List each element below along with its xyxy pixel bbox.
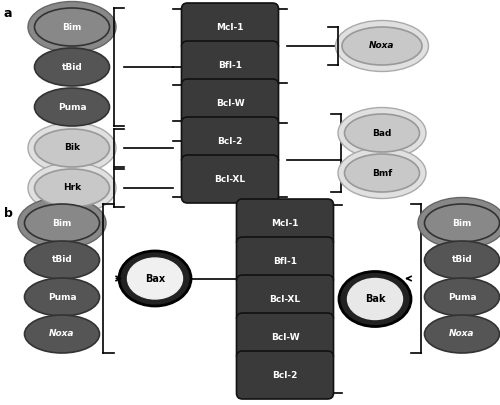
Text: a: a [4, 7, 12, 20]
Text: Bcl-W: Bcl-W [216, 98, 244, 107]
Ellipse shape [424, 278, 500, 316]
Ellipse shape [339, 271, 411, 326]
Ellipse shape [34, 48, 110, 86]
Text: Noxa: Noxa [369, 41, 395, 51]
Text: Bad: Bad [372, 128, 392, 138]
Ellipse shape [342, 27, 422, 65]
Ellipse shape [418, 198, 500, 249]
Ellipse shape [338, 107, 426, 158]
FancyBboxPatch shape [182, 155, 278, 203]
FancyBboxPatch shape [182, 41, 278, 89]
Text: Noxa: Noxa [449, 330, 475, 339]
Text: Bcl-XL: Bcl-XL [214, 175, 246, 183]
Ellipse shape [24, 315, 100, 353]
Ellipse shape [28, 162, 116, 213]
Ellipse shape [28, 2, 116, 53]
Text: Bfl-1: Bfl-1 [273, 256, 297, 266]
Text: Puma: Puma [448, 292, 476, 301]
Text: Bfl-1: Bfl-1 [218, 60, 242, 70]
Ellipse shape [344, 114, 420, 152]
Text: Bcl-XL: Bcl-XL [270, 294, 300, 303]
FancyBboxPatch shape [182, 117, 278, 165]
Ellipse shape [24, 204, 100, 242]
Ellipse shape [119, 251, 191, 306]
FancyBboxPatch shape [182, 79, 278, 127]
Text: Bim: Bim [52, 219, 72, 228]
Text: Mcl-1: Mcl-1 [271, 219, 299, 228]
Ellipse shape [34, 129, 110, 167]
Ellipse shape [24, 241, 100, 279]
Text: Bcl-2: Bcl-2 [218, 136, 242, 145]
Ellipse shape [338, 147, 426, 198]
Ellipse shape [28, 122, 116, 173]
Text: Noxa: Noxa [49, 330, 75, 339]
Ellipse shape [18, 198, 106, 249]
Text: Bim: Bim [452, 219, 471, 228]
Ellipse shape [336, 21, 428, 72]
Text: tBid: tBid [452, 256, 472, 264]
Text: Bcl-W: Bcl-W [270, 333, 300, 341]
Ellipse shape [24, 278, 100, 316]
Text: b: b [4, 207, 13, 220]
Text: Bik: Bik [64, 143, 80, 153]
Ellipse shape [34, 88, 110, 126]
Text: Hrk: Hrk [63, 183, 81, 192]
Text: Puma: Puma [48, 292, 76, 301]
Ellipse shape [424, 241, 500, 279]
Ellipse shape [424, 315, 500, 353]
Text: tBid: tBid [62, 62, 82, 72]
Text: Bak: Bak [365, 294, 385, 304]
FancyBboxPatch shape [236, 351, 334, 399]
FancyBboxPatch shape [182, 3, 278, 51]
Text: Bcl-2: Bcl-2 [272, 371, 297, 379]
FancyBboxPatch shape [236, 199, 334, 247]
Ellipse shape [128, 258, 182, 299]
Text: Bax: Bax [145, 273, 165, 283]
Ellipse shape [344, 154, 420, 192]
Text: tBid: tBid [52, 256, 72, 264]
Text: Mcl-1: Mcl-1 [216, 23, 244, 32]
Ellipse shape [348, 279, 403, 320]
Text: Bim: Bim [62, 23, 82, 32]
Ellipse shape [34, 169, 110, 207]
Ellipse shape [34, 8, 110, 46]
FancyBboxPatch shape [236, 313, 334, 361]
Text: Bmf: Bmf [372, 168, 392, 177]
Ellipse shape [424, 204, 500, 242]
Text: Puma: Puma [58, 102, 86, 111]
FancyBboxPatch shape [236, 237, 334, 285]
FancyBboxPatch shape [236, 275, 334, 323]
